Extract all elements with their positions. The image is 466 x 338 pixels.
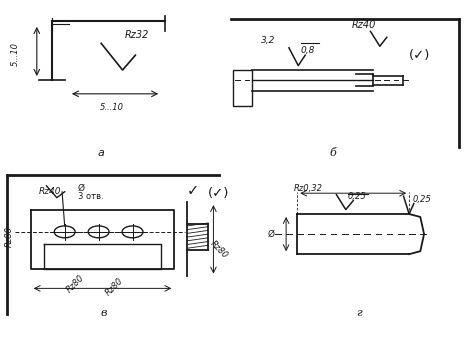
Text: (✓): (✓) <box>409 49 430 62</box>
Text: 0,8: 0,8 <box>301 46 315 55</box>
Text: Ø: Ø <box>78 184 85 193</box>
Text: Rz40: Rz40 <box>352 20 376 30</box>
Text: (✓): (✓) <box>208 187 229 200</box>
Text: Rz80: Rz80 <box>208 239 229 260</box>
Text: Rz0,32: Rz0,32 <box>294 184 322 193</box>
Text: Rz40: Rz40 <box>39 187 61 196</box>
Text: 3 отв.: 3 отв. <box>78 192 103 201</box>
Text: а: а <box>98 148 104 158</box>
Text: 0,25: 0,25 <box>413 195 432 203</box>
Text: ✓: ✓ <box>186 183 199 198</box>
Text: 5...10: 5...10 <box>11 42 20 66</box>
Text: б: б <box>330 148 336 158</box>
Text: Rz80: Rz80 <box>5 226 14 247</box>
Text: Rz80: Rz80 <box>64 273 86 294</box>
Text: г: г <box>356 308 362 318</box>
Bar <box>233 70 252 106</box>
Text: Rz80: Rz80 <box>103 276 125 297</box>
Text: 5...10: 5...10 <box>100 103 124 112</box>
Text: 3,2: 3,2 <box>260 36 275 45</box>
Text: Ø: Ø <box>267 230 275 239</box>
Text: Rz32: Rz32 <box>125 30 149 40</box>
Text: в: в <box>101 308 107 318</box>
Text: 0,25: 0,25 <box>348 192 366 201</box>
